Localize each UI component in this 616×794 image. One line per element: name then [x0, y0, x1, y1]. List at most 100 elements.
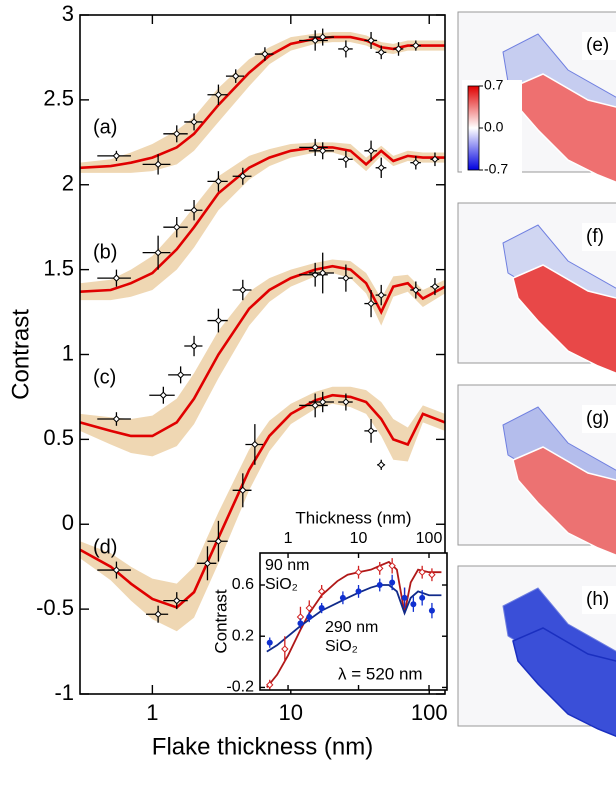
data-point — [394, 45, 403, 53]
data-point — [311, 36, 319, 45]
data-point — [412, 158, 420, 167]
data-point — [311, 401, 319, 410]
data-point — [190, 118, 198, 126]
y-axis-title: Contrast — [7, 309, 34, 400]
annotation: λ = 520 nm — [338, 664, 423, 683]
data-point — [214, 537, 223, 545]
data-point — [431, 282, 439, 291]
flake-region — [512, 73, 616, 184]
data-point — [214, 316, 223, 325]
data-point — [354, 568, 363, 576]
data-point — [297, 620, 304, 627]
data-point — [367, 36, 375, 45]
data-point — [318, 147, 327, 155]
data-point — [367, 147, 375, 155]
flake-region — [512, 627, 616, 738]
data-point — [232, 72, 240, 80]
uncertainty-band — [80, 142, 445, 301]
data-point — [154, 610, 162, 618]
data-point — [355, 588, 362, 595]
y-tick-label: 0.2 — [232, 627, 254, 644]
data-point — [190, 206, 198, 214]
data-point — [428, 571, 436, 579]
data-point — [367, 299, 375, 308]
y-tick-label: 3 — [62, 1, 74, 26]
series-label: (a) — [93, 116, 117, 138]
data-point — [376, 564, 384, 573]
data-point — [112, 566, 121, 574]
data-point — [377, 461, 385, 469]
data-point — [342, 274, 350, 282]
data-point — [339, 594, 346, 601]
model-curve — [80, 146, 445, 293]
data-point — [419, 594, 426, 601]
data-point — [377, 291, 385, 299]
data-point — [317, 587, 326, 596]
series-label: SiO₂ — [265, 576, 298, 593]
data-point — [377, 164, 385, 172]
plot-area — [80, 28, 445, 632]
data-point — [261, 50, 269, 58]
data-point — [112, 415, 121, 423]
data-point — [412, 41, 420, 50]
y-tick-label: 1.5 — [43, 255, 74, 280]
y-tick-label: 0 — [62, 510, 74, 535]
data-point — [412, 286, 420, 294]
panel-label: (h) — [586, 589, 609, 610]
data-point — [203, 559, 212, 567]
model-curve — [266, 584, 442, 653]
data-point — [190, 342, 198, 350]
data-point — [266, 681, 274, 689]
colorbar-tick-label: 0.0 — [484, 119, 504, 135]
data-point — [311, 271, 319, 279]
model-curve — [80, 35, 445, 170]
data-point — [173, 130, 181, 138]
data-point — [388, 562, 396, 570]
flake-region — [512, 264, 616, 375]
plot-frame — [259, 552, 448, 691]
y-tick-label: 1 — [62, 340, 74, 365]
data-point — [239, 486, 247, 495]
x-tick-label: 100 — [411, 700, 448, 725]
data-point — [410, 601, 417, 608]
model-curve — [80, 264, 445, 438]
data-point — [377, 48, 385, 57]
uncertainty-band — [80, 259, 445, 457]
data-point — [318, 33, 327, 41]
series-label: 90 nm — [265, 557, 309, 574]
y-axis-title: Contrast — [211, 589, 230, 654]
data-point — [318, 269, 327, 277]
data-point — [428, 607, 435, 614]
data-point — [173, 596, 181, 605]
x-tick-label: 1 — [146, 700, 158, 725]
data-point — [367, 427, 375, 435]
data-point — [154, 248, 162, 257]
data-point — [159, 391, 168, 399]
y-tick-label: -1 — [54, 680, 74, 705]
data-point — [214, 177, 223, 186]
x-axis-title: Thickness (nm) — [295, 508, 411, 527]
panel-label-box — [582, 405, 616, 433]
panel-label-box — [582, 223, 616, 251]
y-tick-label: 0.6 — [232, 576, 254, 593]
panel-label-box — [582, 32, 616, 60]
series-label: 290 nm — [325, 619, 378, 636]
panel-label-box — [582, 586, 616, 614]
y-tick-label: -0.5 — [36, 595, 74, 620]
data-point — [112, 274, 121, 282]
data-point — [342, 155, 350, 163]
series-label: (c) — [93, 366, 116, 388]
image-panels: (e) (f) (g) (h) — [457, 11, 616, 738]
panel-label: (e) — [586, 35, 609, 56]
data-point — [431, 155, 439, 163]
x-tick-label: 1 — [284, 530, 293, 547]
data-point — [318, 398, 327, 406]
data-point — [173, 223, 181, 231]
data-point — [305, 604, 313, 612]
data-point — [112, 152, 121, 160]
data-point — [306, 614, 313, 621]
data-point — [214, 91, 223, 99]
x-tick-label: 10 — [350, 530, 368, 547]
uncertainty-band — [80, 386, 445, 632]
y-tick-label: -0.2 — [226, 679, 254, 696]
